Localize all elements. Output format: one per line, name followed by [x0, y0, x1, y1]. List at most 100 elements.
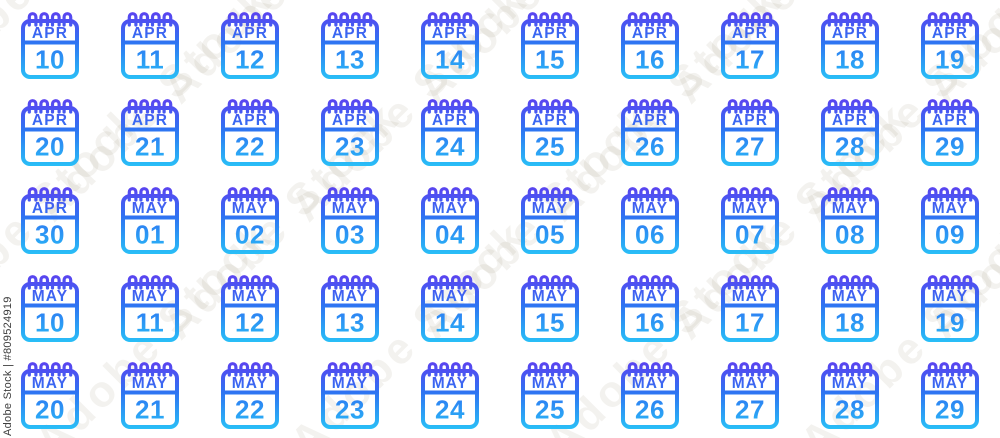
calendar-day-label: 30 — [35, 219, 65, 249]
stock-id-watermark: Adobe Stock | #809524919 — [2, 296, 14, 436]
calendar-month-label: APR — [832, 25, 868, 42]
calendar-day-label: 06 — [635, 219, 665, 249]
calendar-body-outline — [921, 369, 979, 430]
calendar-body-outline — [421, 18, 479, 79]
binder-rings-icon — [127, 274, 173, 290]
calendar-month-label: APR — [332, 25, 368, 42]
calendar-date-icon: MAY 25 — [500, 350, 600, 438]
calendar-date-icon: APR 13 — [300, 0, 400, 88]
binder-rings-icon — [827, 187, 873, 202]
calendar-icon: MAY 07 — [721, 187, 779, 254]
binder-rings-icon — [527, 362, 573, 377]
calendar-body-outline — [221, 281, 279, 342]
calendar-month-label: MAY — [332, 288, 369, 305]
calendar-month-label: MAY — [232, 288, 269, 305]
binder-rings-icon — [427, 99, 473, 114]
calendar-date-icon: APR 19 — [900, 0, 1000, 88]
calendar-date-icon: MAY 21 — [100, 350, 200, 438]
calendar-month-label: MAY — [732, 200, 769, 217]
calendar-day-label: 01 — [135, 219, 165, 249]
calendar-date-icon: APR 21 — [100, 88, 200, 176]
calendar-day-label: 15 — [535, 307, 565, 337]
calendar-body-outline — [421, 106, 479, 167]
calendar-body-outline — [921, 18, 979, 79]
calendar-month-label: MAY — [532, 288, 569, 305]
calendar-icon: MAY 13 — [321, 274, 379, 342]
calendar-month-label: APR — [832, 112, 868, 129]
calendar-month-label: APR — [932, 25, 968, 42]
binder-rings-icon — [227, 11, 273, 27]
calendar-body-outline — [721, 193, 779, 254]
calendar-date-icon: APR 25 — [500, 88, 600, 176]
calendar-date-icon: APR 30 — [0, 175, 100, 263]
calendar-day-label: 25 — [535, 132, 565, 162]
calendar-body-outline — [621, 369, 679, 430]
calendar-day-label: 23 — [335, 132, 365, 162]
calendar-day-label: 20 — [35, 395, 65, 425]
calendar-icon: MAY 12 — [221, 274, 279, 342]
calendar-icon: MAY 18 — [821, 274, 879, 342]
calendar-month-label: APR — [432, 112, 468, 129]
calendar-icon: APR 24 — [421, 99, 479, 167]
calendar-date-icon: MAY 08 — [800, 175, 900, 263]
binder-rings-icon — [727, 11, 773, 27]
binder-rings-icon — [427, 11, 473, 27]
calendar-month-label: APR — [32, 25, 68, 42]
calendar-icon: APR 29 — [921, 99, 979, 167]
calendar-date-icon: MAY 26 — [600, 350, 700, 438]
calendar-month-label: APR — [532, 25, 568, 42]
calendar-date-icon: MAY 29 — [900, 350, 1000, 438]
calendar-icon: MAY 29 — [921, 362, 979, 430]
calendar-icon: APR 14 — [421, 11, 479, 79]
binder-rings-icon — [627, 187, 673, 202]
calendar-day-label: 16 — [635, 44, 665, 74]
calendar-month-label: APR — [132, 25, 168, 42]
calendar-body-outline — [821, 193, 879, 254]
calendar-body-outline — [321, 193, 379, 254]
calendar-body-outline — [521, 281, 579, 342]
calendar-date-icon: APR 23 — [300, 88, 400, 176]
calendar-month-label: MAY — [632, 200, 669, 217]
calendar-icon: APR 17 — [721, 11, 779, 79]
calendar-icon: APR 11 — [121, 11, 179, 79]
calendar-month-label: MAY — [632, 288, 669, 305]
binder-rings-icon — [927, 274, 973, 290]
calendar-date-icon: MAY 24 — [400, 350, 500, 438]
calendar-day-label: 03 — [335, 219, 365, 249]
calendar-date-icon: APR 10 — [0, 0, 100, 88]
calendar-day-label: 22 — [235, 132, 265, 162]
calendar-date-icon: MAY 14 — [400, 263, 500, 351]
calendar-body-outline — [421, 193, 479, 254]
calendar-icon: APR 12 — [221, 11, 279, 79]
calendar-date-icon: MAY 04 — [400, 175, 500, 263]
calendar-date-icon: APR 27 — [700, 88, 800, 176]
calendar-date-icon: APR 18 — [800, 0, 900, 88]
calendar-body-outline — [321, 18, 379, 79]
calendar-day-label: 14 — [435, 307, 465, 337]
calendar-body-outline — [721, 369, 779, 430]
calendar-icon: APR 13 — [321, 11, 379, 79]
calendar-date-icon: MAY 15 — [500, 263, 600, 351]
calendar-icon: APR 25 — [521, 99, 579, 167]
calendar-date-icon: APR 16 — [600, 0, 700, 88]
calendar-body-outline — [21, 281, 79, 342]
calendar-date-icon: MAY 23 — [300, 350, 400, 438]
calendar-date-icon: APR 12 — [200, 0, 300, 88]
calendar-day-label: 20 — [35, 132, 65, 162]
calendar-body-outline — [521, 18, 579, 79]
calendar-day-label: 29 — [935, 395, 965, 425]
calendar-month-label: APR — [232, 25, 268, 42]
calendar-icon: MAY 05 — [521, 187, 579, 254]
calendar-month-label: MAY — [132, 288, 169, 305]
calendar-month-label: MAY — [432, 200, 469, 217]
calendar-icon: MAY 26 — [621, 362, 679, 430]
binder-rings-icon — [27, 274, 73, 290]
calendar-day-label: 24 — [435, 132, 465, 162]
calendar-date-icon: MAY 16 — [600, 263, 700, 351]
calendar-icon: MAY 17 — [721, 274, 779, 342]
calendar-icon: MAY 14 — [421, 274, 479, 342]
calendar-icon: APR 21 — [121, 99, 179, 167]
calendar-date-icon: APR 17 — [700, 0, 800, 88]
calendar-icon: MAY 24 — [421, 362, 479, 430]
calendar-date-icon: MAY 17 — [700, 263, 800, 351]
